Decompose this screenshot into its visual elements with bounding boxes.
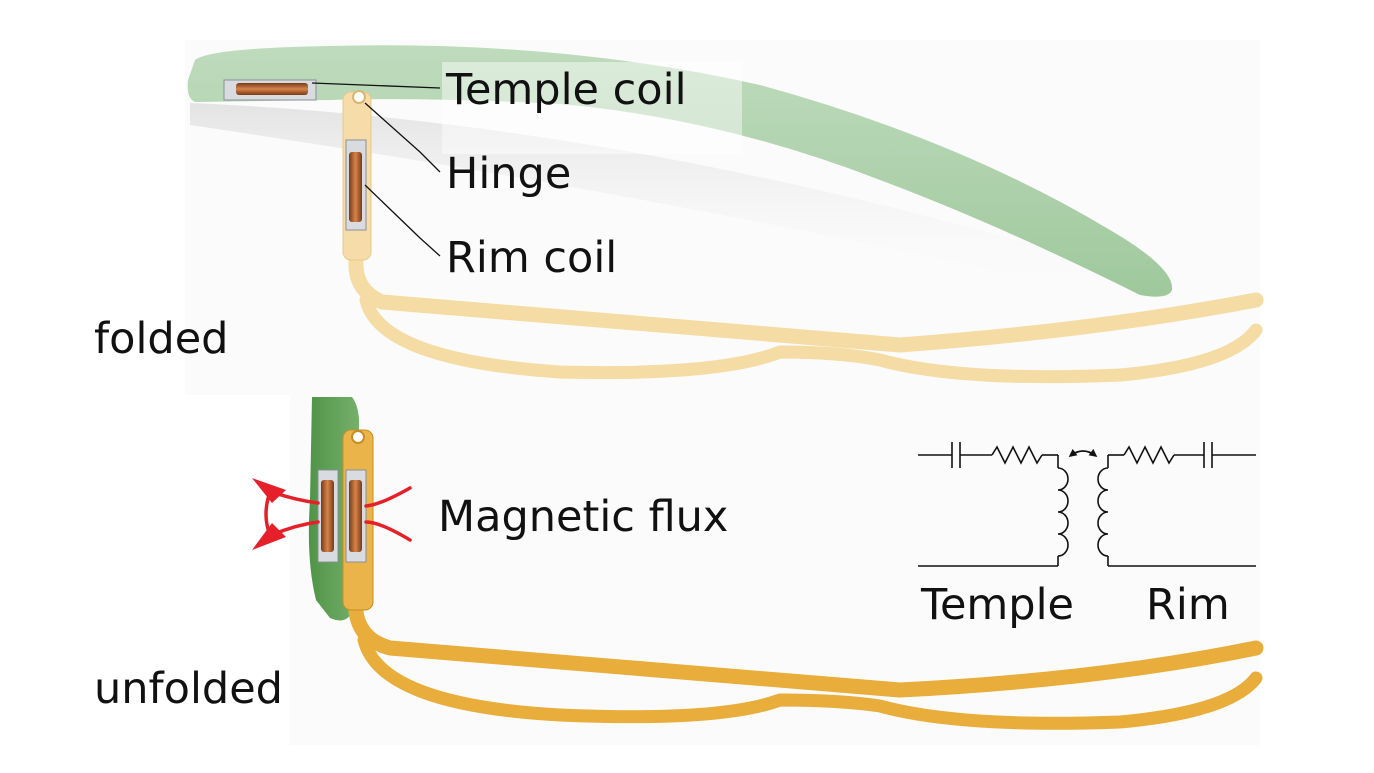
circuit-rim-label: Rim [1146,580,1230,630]
unfolded-state-label: unfolded [94,664,283,714]
coil-icon [321,480,334,552]
rim-coil-unfolded [345,469,367,563]
equivalent-circuit [918,442,1256,567]
unfolded-panel: Magnetic flux [94,395,1264,745]
temple-coil-unfolded [317,469,339,563]
coil-icon [236,83,308,95]
folded-panel: Temple coil Hinge Rim coil folded [94,40,1264,395]
label-backdrop [442,62,742,154]
resistor-icon [1123,445,1175,465]
rim-frame-unfolded [348,432,1264,730]
coupling-arrow [1068,448,1098,457]
rim-frame-folded [348,92,1264,384]
magnetic-flux-label: Magnetic flux [438,492,728,542]
coil-icon [349,480,362,552]
rim-coil-label: Rim coil [446,233,617,283]
rim-coil-folded [345,139,367,231]
coil-icon [349,152,362,222]
circuit-temple-label: Temple [920,580,1074,630]
flux-arrowheads [252,478,286,550]
hinge-label: Hinge [446,149,571,199]
temple-coil-folded [223,79,317,101]
inductor-icon [1057,467,1069,557]
callout-leaders-folded [311,82,441,257]
temple-coil-label: Temple coil [445,65,687,115]
inductor-icon [1097,467,1109,557]
folded-state-label: folded [94,314,228,364]
temple-arm-folded [187,45,1173,297]
resistor-icon [991,445,1043,465]
temple-shadow [190,103,1170,310]
